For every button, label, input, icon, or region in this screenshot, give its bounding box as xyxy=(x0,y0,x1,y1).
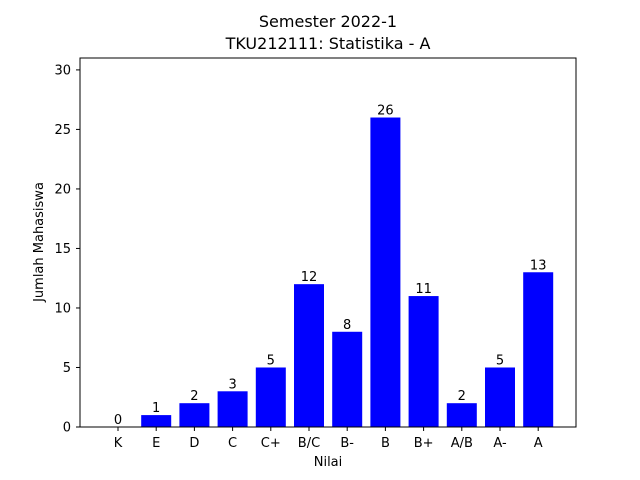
y-tick-label-20: 20 xyxy=(54,182,71,197)
chart-subtitle: TKU212111: Statistika - A xyxy=(225,34,431,53)
data-label-B+: 11 xyxy=(415,282,432,297)
data-label-B: 26 xyxy=(377,104,394,119)
y-tick-label-10: 10 xyxy=(54,301,71,316)
x-tick-label-D: D xyxy=(189,436,199,451)
data-label-A: 13 xyxy=(530,258,547,273)
chart-title: Semester 2022-1 xyxy=(259,12,397,31)
x-tick-label-B: B xyxy=(381,436,390,451)
data-label-E: 1 xyxy=(152,401,160,416)
data-label-D: 2 xyxy=(190,389,198,404)
x-tick-label-A/B: A/B xyxy=(451,436,473,451)
x-axis: K E D C C+ B/C B- B B+ A/B A- A xyxy=(114,427,543,451)
bar-A/B xyxy=(446,403,477,427)
bars-group xyxy=(141,117,554,428)
bar-A xyxy=(523,272,554,427)
bar-B xyxy=(370,117,401,428)
data-label-A-: 5 xyxy=(496,353,504,368)
bar-D xyxy=(179,403,210,427)
data-label-A/B: 2 xyxy=(458,389,466,404)
data-label-C: 3 xyxy=(228,377,236,392)
bar-B+ xyxy=(408,296,439,427)
bar-B/C xyxy=(294,284,324,427)
x-tick-label-A: A xyxy=(534,436,543,451)
bar-E xyxy=(141,415,172,427)
y-axis: 0 5 10 15 20 25 30 xyxy=(54,63,80,436)
x-axis-label: Nilai xyxy=(314,455,343,470)
y-tick-label-15: 15 xyxy=(54,242,71,257)
bar-C+ xyxy=(255,367,286,427)
y-axis-label: Jumlah Mahasiswa xyxy=(32,182,47,303)
bar-B- xyxy=(332,331,363,427)
x-tick-label-A-: A- xyxy=(493,436,507,451)
y-tick-label-30: 30 xyxy=(54,63,71,78)
bar-C xyxy=(217,391,248,427)
x-tick-label-C: C xyxy=(228,436,237,451)
data-label-B/C: 12 xyxy=(301,270,318,285)
x-tick-label-B/C: B/C xyxy=(298,436,320,451)
data-label-C+: 5 xyxy=(267,353,275,368)
x-tick-label-B-: B- xyxy=(340,436,354,451)
x-tick-label-B+: B+ xyxy=(414,436,434,451)
data-label-K: 0 xyxy=(114,413,122,428)
x-tick-label-E: E xyxy=(152,436,160,451)
plot-frame xyxy=(79,57,577,428)
x-tick-label-C+: C+ xyxy=(261,436,281,451)
x-tick-label-K: K xyxy=(114,436,123,451)
y-tick-label-25: 25 xyxy=(54,123,71,138)
bar-A- xyxy=(485,367,515,427)
y-tick-label-0: 0 xyxy=(63,421,71,436)
y-tick-label-5: 5 xyxy=(63,361,71,376)
data-label-B-: 8 xyxy=(343,318,351,333)
